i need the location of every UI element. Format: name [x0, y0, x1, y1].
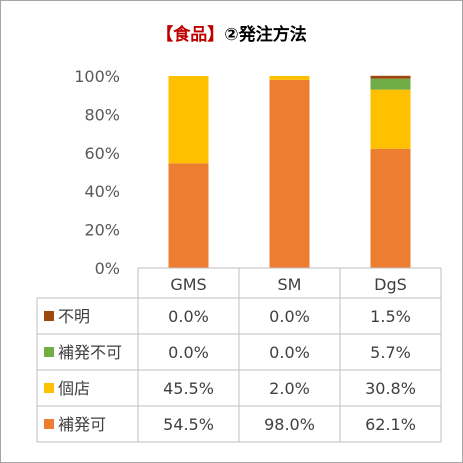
title-bracket: 【食品】	[156, 25, 225, 45]
data-cell: 0.0%	[269, 307, 310, 326]
data-cell: 5.7%	[370, 343, 411, 362]
legend-key	[44, 347, 54, 357]
bar-segment	[269, 76, 310, 80]
legend-key	[44, 311, 54, 321]
data-cell: 45.5%	[163, 379, 214, 398]
bar-segment	[370, 148, 411, 268]
data-cell: 0.0%	[168, 307, 209, 326]
series-label: 個店	[58, 379, 90, 398]
title-rest: ②発注方法	[224, 25, 307, 45]
bar-segment	[370, 78, 411, 90]
category-label: GMS	[170, 275, 206, 294]
category-label: DgS	[374, 275, 407, 294]
data-cell: 30.8%	[365, 379, 416, 398]
y-tick-label: 20%	[84, 221, 120, 240]
y-tick-label: 80%	[84, 105, 120, 124]
legend-key	[44, 383, 54, 393]
series-label: 補発可	[58, 415, 106, 434]
bar-segment	[168, 163, 209, 268]
bar-segment	[168, 76, 209, 164]
bar-segment	[370, 89, 411, 149]
data-cell: 98.0%	[264, 415, 315, 434]
chart-title: 【食品】②発注方法	[0, 20, 463, 45]
series-label: 不明	[58, 307, 90, 326]
data-cell: 0.0%	[168, 343, 209, 362]
y-tick-label: 40%	[84, 182, 120, 201]
y-tick-label: 60%	[84, 144, 120, 163]
data-cell: 54.5%	[163, 415, 214, 434]
data-cell: 0.0%	[269, 343, 310, 362]
bar-segment	[269, 79, 310, 268]
legend-key	[44, 419, 54, 429]
data-cell: 1.5%	[370, 307, 411, 326]
bar-segment	[370, 75, 411, 79]
data-cell: 2.0%	[269, 379, 310, 398]
y-tick-label: 100%	[74, 67, 120, 86]
category-label: SM	[278, 275, 302, 294]
data-cell: 62.1%	[365, 415, 416, 434]
series-label: 補発不可	[58, 343, 122, 362]
y-tick-label: 0%	[95, 259, 120, 278]
